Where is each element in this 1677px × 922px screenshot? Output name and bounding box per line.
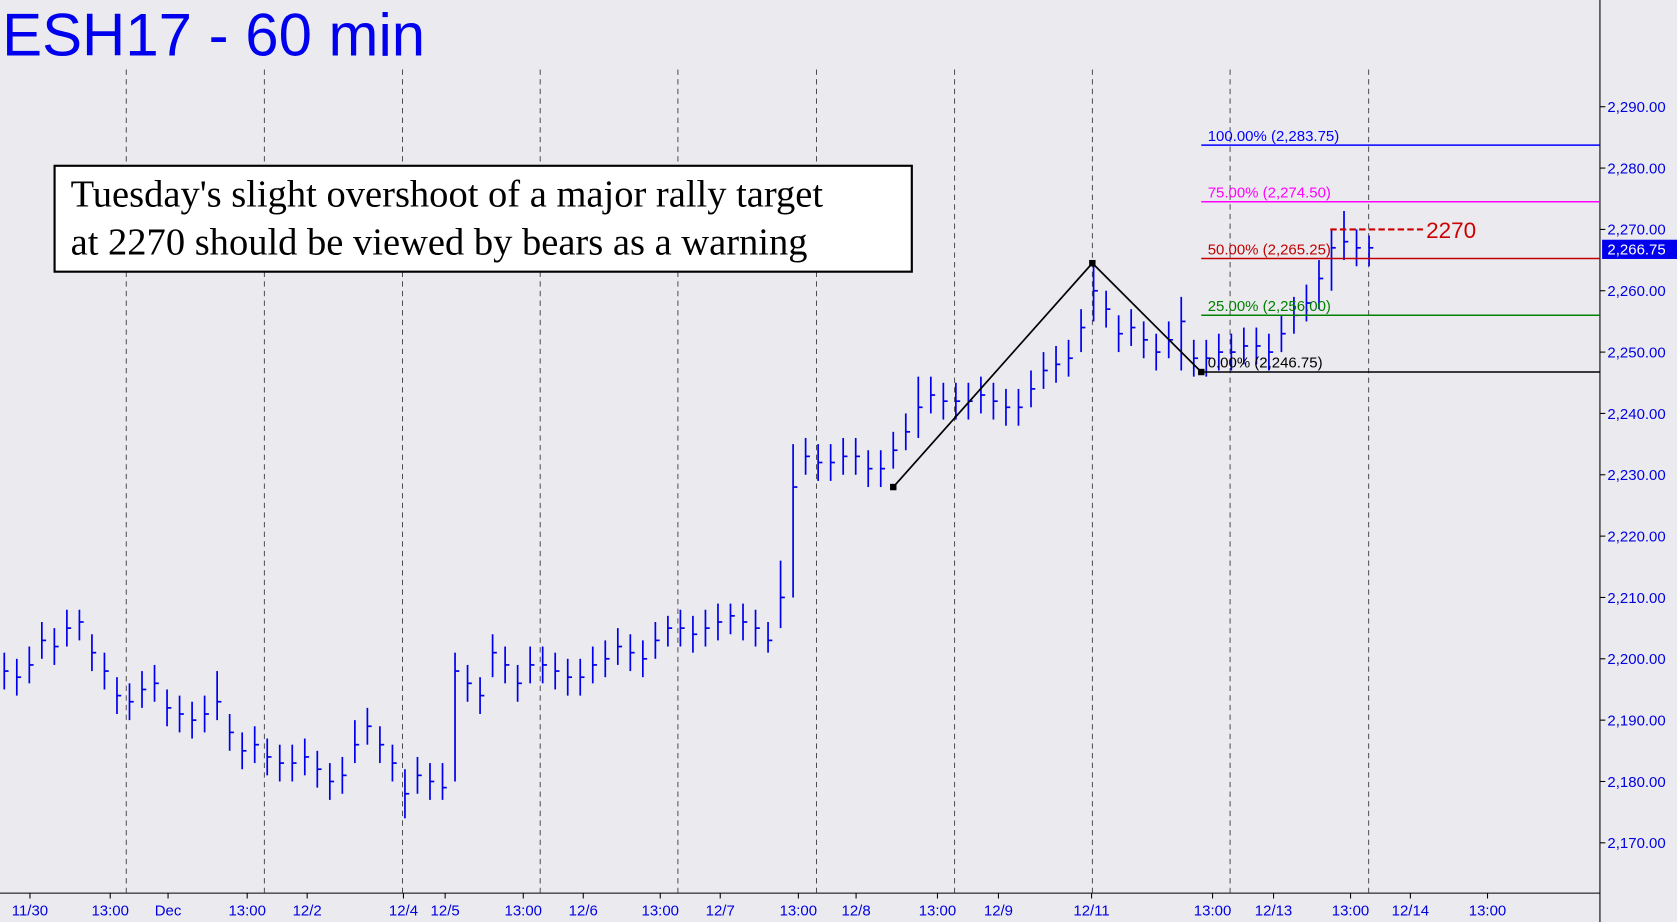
x-tick-label: 13:00 xyxy=(505,903,542,920)
x-tick-label: Dec xyxy=(155,903,182,920)
x-tick-label: 13:00 xyxy=(1469,903,1506,920)
level-label: 0.00% (2,246.75) xyxy=(1208,355,1323,372)
y-tick-label: 2,280.00 xyxy=(1607,160,1665,177)
note-line: Tuesday's slight overshoot of a major ra… xyxy=(71,173,824,215)
level-label: 75.00% (2,274.50) xyxy=(1208,185,1331,202)
x-tick-label: 12/8 xyxy=(842,903,871,920)
x-tick-label: 13:00 xyxy=(228,903,265,920)
y-tick-label: 2,170.00 xyxy=(1607,835,1665,852)
pivot-point xyxy=(890,483,897,491)
y-tick-label: 2,230.00 xyxy=(1607,467,1665,484)
level-label: 100.00% (2,283.75) xyxy=(1208,128,1340,145)
note-box xyxy=(53,164,913,273)
x-tick-label: 13:00 xyxy=(1332,903,1369,920)
x-tick-label: 13:00 xyxy=(1194,903,1231,920)
y-tick-label: 2,180.00 xyxy=(1607,774,1665,791)
x-tick-label: 12/11 xyxy=(1073,903,1109,920)
x-tick-label: 13:00 xyxy=(919,903,956,920)
chart-title: ESH17 - 60 min xyxy=(2,2,425,69)
target-label: 2270 xyxy=(1426,218,1476,243)
x-tick-label: 12/13 xyxy=(1255,903,1292,920)
y-tick-label: 2,240.00 xyxy=(1607,406,1665,423)
x-tick-label: 13:00 xyxy=(780,903,817,920)
level-label: 50.00% (2,265.25) xyxy=(1208,241,1331,258)
x-tick-label: 12/2 xyxy=(293,903,322,920)
x-tick-label: 13:00 xyxy=(642,903,679,920)
y-tick-label: 2,190.00 xyxy=(1607,712,1665,729)
last-price-label: 2,266.75 xyxy=(1607,242,1665,259)
x-tick-label: 12/9 xyxy=(984,903,1013,920)
x-tick-label: 12/6 xyxy=(569,903,598,920)
level-label: 25.00% (2,256.00) xyxy=(1208,298,1331,315)
y-tick-label: 2,210.00 xyxy=(1607,590,1665,607)
x-tick-label: 12/14 xyxy=(1392,903,1429,920)
y-tick-label: 2,290.00 xyxy=(1607,99,1665,116)
overlay: 100.00% (2,283.75) 75.00% (2,274.50) 50.00… xyxy=(890,128,1677,491)
y-tick-label: 2,220.00 xyxy=(1607,528,1665,545)
x-tick-label: 12/4 xyxy=(389,903,418,920)
last-price-tag xyxy=(1602,239,1677,259)
y-tick-label: 2,270.00 xyxy=(1607,222,1665,239)
x-tick-label: 11/30 xyxy=(12,903,48,920)
y-tick-label: 2,200.00 xyxy=(1607,651,1665,668)
pivot-point xyxy=(1089,259,1096,267)
y-tick-label: 2,260.00 xyxy=(1607,283,1665,300)
marks xyxy=(3,211,1374,819)
x-tick-label: 12/5 xyxy=(431,903,460,920)
x-tick-label: 13:00 xyxy=(91,903,128,920)
x-tick-label: 12/7 xyxy=(706,903,735,920)
y-tick-label: 2,250.00 xyxy=(1607,344,1665,361)
note-line: at 2270 should be viewed by bears as a w… xyxy=(71,222,808,264)
